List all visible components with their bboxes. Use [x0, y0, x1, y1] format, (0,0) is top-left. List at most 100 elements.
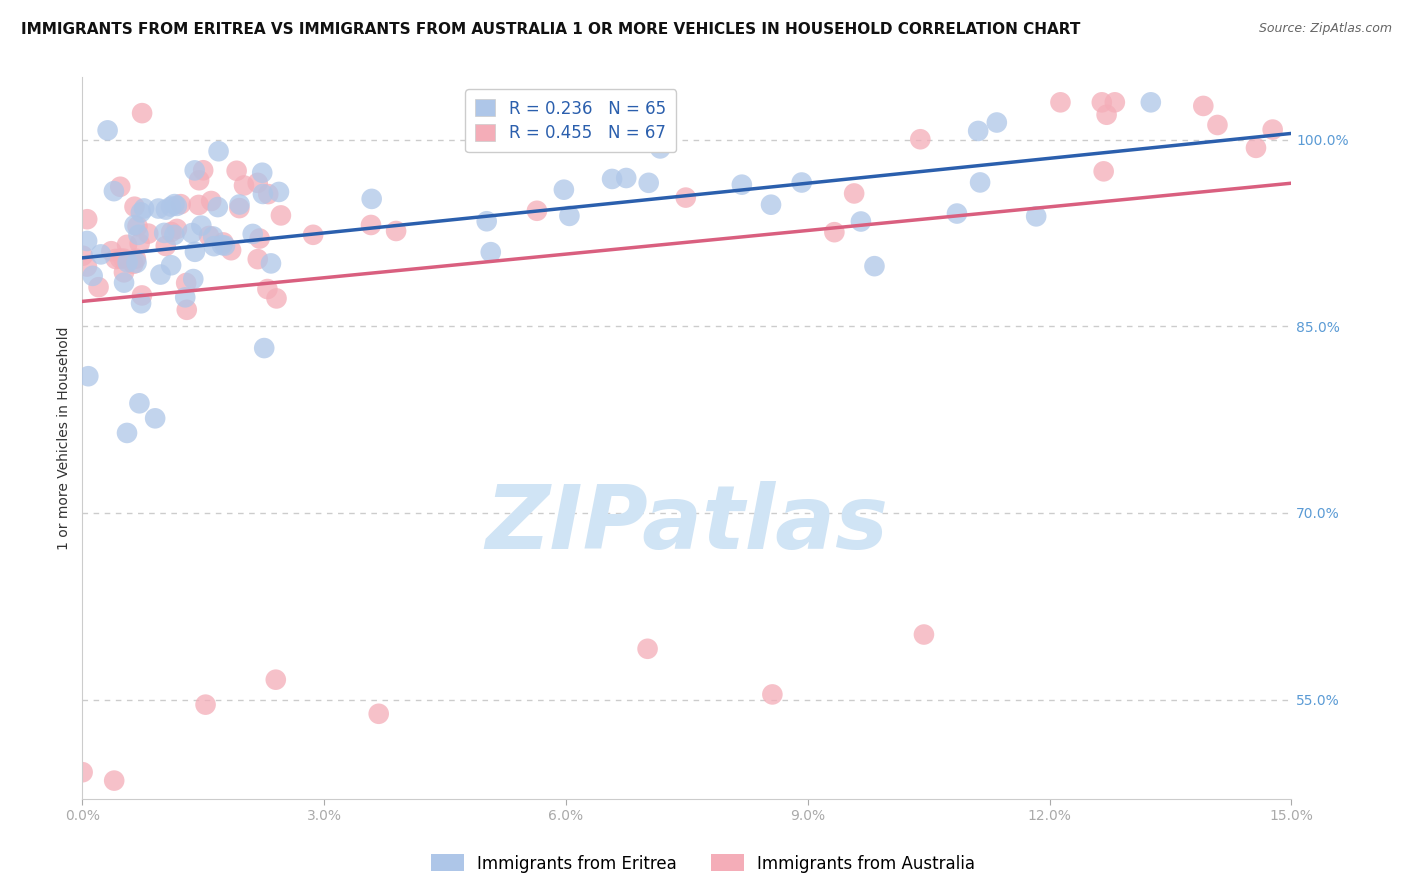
Point — [129, 296, 152, 310]
Point — [174, 290, 197, 304]
Point — [125, 256, 148, 270]
Point — [360, 218, 382, 232]
Point — [124, 218, 146, 232]
Text: IMMIGRANTS FROM ERITREA VS IMMIGRANTS FROM AUSTRALIA 1 OR MORE VEHICLES IN HOUSE: IMMIGRANTS FROM ERITREA VS IMMIGRANTS FR… — [21, 22, 1080, 37]
Point — [155, 239, 177, 253]
Point — [149, 268, 172, 282]
Point — [849, 214, 872, 228]
Point — [202, 229, 225, 244]
Point — [228, 201, 250, 215]
Point — [225, 163, 247, 178]
Point — [174, 276, 197, 290]
Point — [193, 163, 215, 178]
Point — [228, 197, 250, 211]
Point — [558, 209, 581, 223]
Point — [270, 208, 292, 222]
Point — [1091, 95, 1114, 110]
Point — [188, 173, 211, 187]
Point — [912, 627, 935, 641]
Point — [200, 194, 222, 208]
Point — [256, 282, 278, 296]
Point — [249, 231, 271, 245]
Point — [844, 186, 866, 201]
Point — [127, 227, 149, 242]
Point — [163, 197, 186, 211]
Point — [194, 698, 217, 712]
Point — [72, 249, 94, 263]
Point — [675, 191, 697, 205]
Point — [731, 178, 754, 192]
Point — [246, 176, 269, 190]
Point — [257, 187, 280, 202]
Point — [1192, 99, 1215, 113]
Point — [207, 200, 229, 214]
Point — [367, 706, 389, 721]
Point — [863, 259, 886, 273]
Point — [112, 265, 135, 279]
Point — [190, 219, 212, 233]
Point — [117, 255, 139, 269]
Point — [136, 227, 159, 241]
Point — [969, 176, 991, 190]
Point — [128, 236, 150, 251]
Legend: Immigrants from Eritrea, Immigrants from Australia: Immigrants from Eritrea, Immigrants from… — [425, 847, 981, 880]
Point — [187, 198, 209, 212]
Point — [233, 178, 256, 193]
Point — [637, 176, 659, 190]
Point — [181, 272, 204, 286]
Point — [129, 205, 152, 219]
Point — [267, 185, 290, 199]
Text: ZIPatlas: ZIPatlas — [485, 482, 889, 568]
Point — [166, 222, 188, 236]
Point — [1092, 164, 1115, 178]
Point — [104, 252, 127, 266]
Point — [115, 425, 138, 440]
Point — [183, 163, 205, 178]
Point — [110, 179, 132, 194]
Y-axis label: 1 or more Vehicles in Household: 1 or more Vehicles in Household — [58, 326, 72, 550]
Point — [160, 200, 183, 214]
Point — [108, 252, 131, 266]
Point — [910, 132, 932, 146]
Point — [637, 641, 659, 656]
Point — [122, 257, 145, 271]
Text: Source: ZipAtlas.com: Source: ZipAtlas.com — [1258, 22, 1392, 36]
Point — [252, 166, 274, 180]
Point — [131, 106, 153, 120]
Point — [166, 199, 188, 213]
Point — [82, 268, 104, 283]
Legend: R = 0.236   N = 65, R = 0.455   N = 67: R = 0.236 N = 65, R = 0.455 N = 67 — [465, 89, 676, 153]
Point — [1261, 122, 1284, 136]
Point — [103, 184, 125, 198]
Point — [1244, 141, 1267, 155]
Point — [1140, 95, 1163, 110]
Point — [170, 197, 193, 211]
Point — [184, 244, 207, 259]
Point — [1104, 95, 1126, 110]
Point — [103, 773, 125, 788]
Point — [946, 206, 969, 220]
Point — [214, 238, 236, 252]
Point — [76, 260, 98, 274]
Point — [385, 224, 408, 238]
Point — [131, 288, 153, 302]
Point — [127, 219, 149, 234]
Point — [181, 226, 204, 240]
Point — [128, 396, 150, 410]
Point — [176, 302, 198, 317]
Point — [360, 192, 382, 206]
Point — [155, 202, 177, 217]
Point — [211, 238, 233, 252]
Point — [761, 687, 783, 701]
Point — [112, 252, 135, 266]
Point — [1095, 108, 1118, 122]
Point — [97, 123, 120, 137]
Point — [112, 276, 135, 290]
Point — [212, 235, 235, 250]
Point — [526, 203, 548, 218]
Point — [242, 227, 264, 241]
Point — [246, 252, 269, 267]
Point — [115, 237, 138, 252]
Point — [198, 229, 221, 244]
Point — [266, 292, 288, 306]
